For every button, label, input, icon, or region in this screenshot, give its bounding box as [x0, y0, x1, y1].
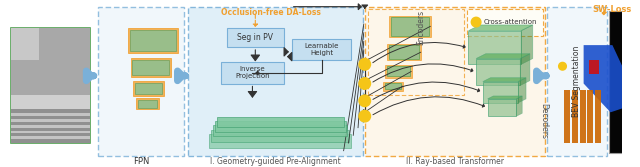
Circle shape	[359, 78, 371, 89]
Text: Occlusion-free DA-Loss: Occlusion-free DA-Loss	[221, 8, 321, 17]
Bar	[10, 28, 39, 59]
Text: BEV Segmentation: BEV Segmentation	[572, 46, 581, 117]
Polygon shape	[468, 25, 532, 31]
Polygon shape	[520, 54, 530, 86]
Bar	[217, 117, 344, 127]
Bar	[588, 90, 593, 143]
Bar	[365, 7, 545, 155]
Bar	[211, 130, 349, 142]
Bar	[127, 28, 177, 53]
Polygon shape	[488, 96, 522, 99]
Bar	[10, 28, 90, 95]
Bar	[468, 31, 521, 64]
Bar	[572, 90, 578, 143]
Bar	[132, 59, 169, 75]
Bar	[136, 98, 159, 109]
Text: Decoders: Decoders	[539, 103, 548, 139]
Bar	[595, 90, 601, 143]
Bar	[10, 95, 90, 143]
Bar	[488, 99, 516, 116]
Bar	[564, 90, 570, 143]
Bar	[227, 28, 284, 47]
Bar	[385, 82, 401, 89]
Bar	[129, 30, 175, 51]
Circle shape	[359, 95, 371, 107]
Text: Inverse
Projection: Inverse Projection	[235, 66, 269, 79]
Bar	[476, 59, 520, 86]
Text: Learnable
Height: Learnable Height	[305, 43, 339, 56]
Bar	[131, 58, 171, 77]
Bar	[390, 17, 429, 36]
Bar	[383, 82, 403, 91]
Polygon shape	[584, 45, 639, 112]
Text: Seg in PV: Seg in PV	[237, 33, 273, 42]
Bar	[385, 65, 412, 78]
Bar	[589, 59, 599, 74]
Bar	[609, 12, 620, 149]
Text: Cross-attention: Cross-attention	[484, 19, 538, 25]
Bar	[10, 113, 90, 116]
Circle shape	[559, 62, 566, 70]
Bar	[135, 82, 162, 94]
Text: II. Ray-based Transformer: II. Ray-based Transformer	[406, 157, 504, 166]
Bar	[215, 121, 346, 131]
Circle shape	[471, 17, 481, 27]
Text: FPN: FPN	[133, 157, 149, 166]
Bar	[580, 90, 586, 143]
Bar	[133, 81, 164, 96]
Bar	[483, 82, 518, 103]
Circle shape	[359, 59, 371, 70]
Bar	[10, 125, 90, 128]
Polygon shape	[521, 25, 532, 64]
Bar	[467, 9, 543, 36]
Bar	[221, 62, 284, 84]
Bar	[387, 44, 421, 60]
Bar	[10, 28, 90, 143]
Text: Encoders: Encoders	[416, 10, 425, 45]
Bar	[10, 131, 90, 133]
Polygon shape	[518, 78, 526, 103]
Bar	[10, 109, 90, 143]
Bar	[10, 119, 90, 122]
Bar	[388, 16, 431, 37]
Polygon shape	[483, 78, 526, 82]
Text: SW-Loss: SW-Loss	[593, 5, 632, 14]
Bar	[10, 136, 90, 139]
Bar	[188, 7, 363, 155]
Bar	[367, 9, 463, 95]
Bar	[98, 7, 184, 155]
Bar	[213, 125, 348, 136]
Bar	[292, 39, 351, 60]
Bar	[547, 7, 607, 155]
Bar	[609, 11, 640, 153]
Bar	[209, 134, 351, 148]
Polygon shape	[516, 96, 522, 116]
Polygon shape	[476, 54, 530, 59]
Text: I. Geometry-guided Pre-Alignment: I. Geometry-guided Pre-Alignment	[210, 157, 341, 166]
Bar	[138, 100, 157, 108]
Bar	[388, 45, 419, 59]
Circle shape	[359, 110, 371, 122]
Bar	[387, 66, 410, 76]
